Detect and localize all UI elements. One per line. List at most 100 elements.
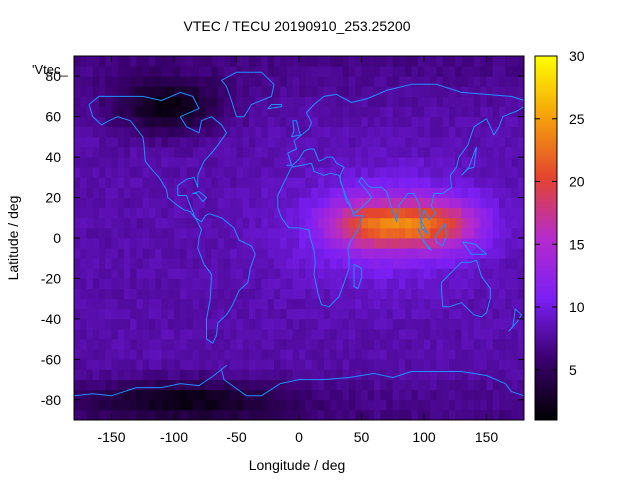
heatmap-cell bbox=[417, 329, 425, 340]
y-tick-label: 80 bbox=[45, 68, 61, 84]
heatmap-cell bbox=[236, 329, 244, 340]
heatmap-cell bbox=[242, 258, 250, 269]
heatmap-cell bbox=[374, 238, 381, 249]
heatmap-cell bbox=[386, 339, 394, 350]
heatmap-cell bbox=[480, 76, 487, 87]
heatmap-cell bbox=[449, 217, 456, 229]
heatmap-cell bbox=[217, 349, 225, 360]
heatmap-cell bbox=[424, 147, 431, 158]
heatmap-cell bbox=[442, 298, 450, 310]
heatmap-cell bbox=[267, 238, 275, 249]
heatmap-cell bbox=[180, 106, 187, 118]
heatmap-cell bbox=[180, 66, 187, 77]
heatmap-cell bbox=[305, 349, 312, 360]
heatmap-cell bbox=[517, 167, 525, 178]
heatmap-cell bbox=[436, 116, 444, 128]
heatmap-cell bbox=[286, 187, 294, 198]
heatmap-cell bbox=[311, 116, 319, 128]
heatmap-cell bbox=[342, 248, 350, 259]
heatmap-cell bbox=[92, 238, 100, 249]
heatmap-cell bbox=[136, 187, 144, 198]
heatmap-cell bbox=[430, 227, 437, 239]
heatmap-cell bbox=[386, 167, 394, 178]
heatmap-cell bbox=[492, 248, 500, 259]
heatmap-cell bbox=[461, 76, 469, 87]
heatmap-cell bbox=[367, 298, 375, 310]
heatmap-cell bbox=[499, 308, 506, 320]
heatmap-cell bbox=[124, 96, 131, 107]
heatmap-cell bbox=[380, 339, 387, 350]
heatmap-cell bbox=[386, 238, 394, 249]
heatmap-cell bbox=[249, 227, 256, 239]
heatmap-cell bbox=[136, 96, 144, 107]
heatmap-cell bbox=[167, 248, 175, 259]
heatmap-cell bbox=[236, 177, 244, 188]
heatmap-cell bbox=[255, 217, 262, 229]
heatmap-cell bbox=[80, 369, 87, 380]
heatmap-cell bbox=[205, 248, 212, 259]
heatmap-cell bbox=[199, 288, 206, 300]
heatmap-cell bbox=[342, 308, 350, 320]
heatmap-cell bbox=[92, 288, 100, 300]
heatmap-cell bbox=[174, 96, 181, 107]
heatmap-cell bbox=[499, 379, 506, 391]
heatmap-cell bbox=[417, 308, 425, 320]
heatmap-cell bbox=[74, 308, 81, 320]
heatmap-cell bbox=[117, 86, 125, 97]
heatmap-cell bbox=[311, 227, 319, 239]
heatmap-cell bbox=[192, 238, 200, 249]
heatmap-cell bbox=[305, 369, 312, 380]
heatmap-cell bbox=[242, 399, 250, 411]
heatmap-cell bbox=[74, 96, 81, 107]
heatmap-cell bbox=[199, 308, 206, 320]
heatmap-cell bbox=[274, 258, 281, 269]
heatmap-cell bbox=[286, 96, 294, 107]
heatmap-cell bbox=[442, 76, 450, 87]
heatmap-cell bbox=[442, 86, 450, 97]
heatmap-cell bbox=[217, 288, 225, 300]
heatmap-cell bbox=[211, 268, 219, 279]
heatmap-cell bbox=[180, 238, 187, 249]
heatmap-cell bbox=[480, 106, 487, 118]
heatmap-cell bbox=[236, 369, 244, 380]
heatmap-cell bbox=[292, 96, 300, 107]
heatmap-cell bbox=[192, 308, 200, 320]
heatmap-cell bbox=[505, 116, 512, 128]
heatmap-cell bbox=[424, 167, 431, 178]
heatmap-cell bbox=[211, 86, 219, 97]
heatmap-cell bbox=[392, 268, 400, 279]
heatmap-cell bbox=[430, 177, 437, 188]
heatmap-cell bbox=[292, 379, 300, 391]
heatmap-cell bbox=[499, 409, 506, 421]
heatmap-cell bbox=[217, 227, 225, 239]
heatmap-cell bbox=[392, 217, 400, 229]
heatmap-cell bbox=[86, 329, 94, 340]
heatmap-cell bbox=[255, 389, 262, 401]
heatmap-cell bbox=[511, 268, 519, 279]
heatmap-cell bbox=[324, 217, 331, 229]
heatmap-cell bbox=[192, 318, 200, 330]
heatmap-cell bbox=[299, 278, 306, 289]
heatmap-cell bbox=[361, 96, 369, 107]
heatmap-cell bbox=[236, 248, 244, 259]
heatmap-cell bbox=[161, 329, 169, 340]
heatmap-cell bbox=[311, 308, 319, 320]
heatmap-cell bbox=[217, 197, 225, 209]
heatmap-cell bbox=[136, 329, 144, 340]
heatmap-cell bbox=[505, 258, 512, 269]
heatmap-cell bbox=[255, 197, 262, 209]
heatmap-cell bbox=[155, 66, 162, 77]
heatmap-cell bbox=[355, 409, 362, 421]
heatmap-cell bbox=[267, 217, 275, 229]
heatmap-cell bbox=[292, 308, 300, 320]
heatmap-cell bbox=[349, 96, 356, 107]
heatmap-cell bbox=[230, 318, 237, 330]
heatmap-cell bbox=[80, 147, 87, 158]
heatmap-cell bbox=[117, 278, 125, 289]
heatmap-cell bbox=[361, 278, 369, 289]
heatmap-cell bbox=[355, 157, 362, 168]
heatmap-cell bbox=[499, 399, 506, 411]
heatmap-cell bbox=[92, 217, 100, 229]
heatmap-cell bbox=[105, 207, 112, 219]
heatmap-cell bbox=[336, 126, 344, 138]
